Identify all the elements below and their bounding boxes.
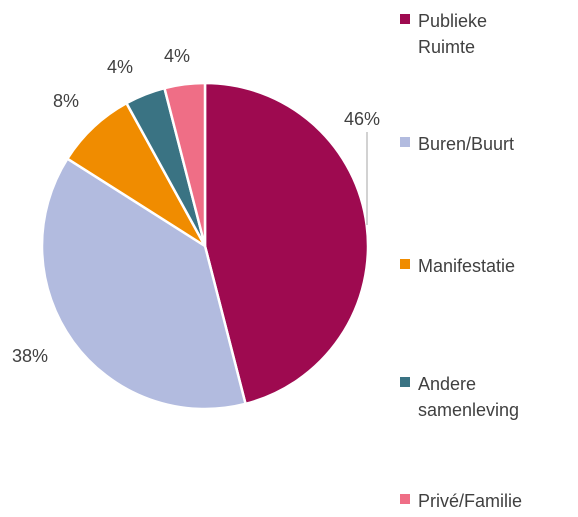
- legend-label: Buren/Buurt: [418, 134, 515, 154]
- legend-item: Publieke Ruimte: [400, 8, 570, 60]
- data-label: 38%: [12, 346, 48, 366]
- legend-item: Privé/Familie: [400, 488, 570, 514]
- data-label: 46%: [344, 109, 380, 129]
- pie-slice: [40, 156, 248, 411]
- legend-swatch: [400, 494, 410, 504]
- data-label: 8%: [53, 91, 79, 111]
- legend-item: Buren/Buurt: [400, 131, 570, 157]
- legend-swatch: [400, 377, 410, 387]
- data-label: 4%: [107, 57, 133, 77]
- data-label: 4%: [164, 46, 190, 66]
- legend-swatch: [400, 14, 410, 24]
- legend-item: Andere samenleving: [400, 371, 570, 423]
- legend-item: Manifestatie: [400, 253, 570, 279]
- legend-label: Andere samenleving: [418, 374, 520, 420]
- legend-swatch: [400, 137, 410, 147]
- legend-label: Privé/Familie: [418, 491, 523, 511]
- pie-slice: [162, 81, 207, 247]
- legend-swatch: [400, 259, 410, 269]
- legend-label: Publieke Ruimte: [418, 11, 488, 57]
- legend-label: Manifestatie: [418, 256, 516, 276]
- pie-slice: [203, 81, 370, 406]
